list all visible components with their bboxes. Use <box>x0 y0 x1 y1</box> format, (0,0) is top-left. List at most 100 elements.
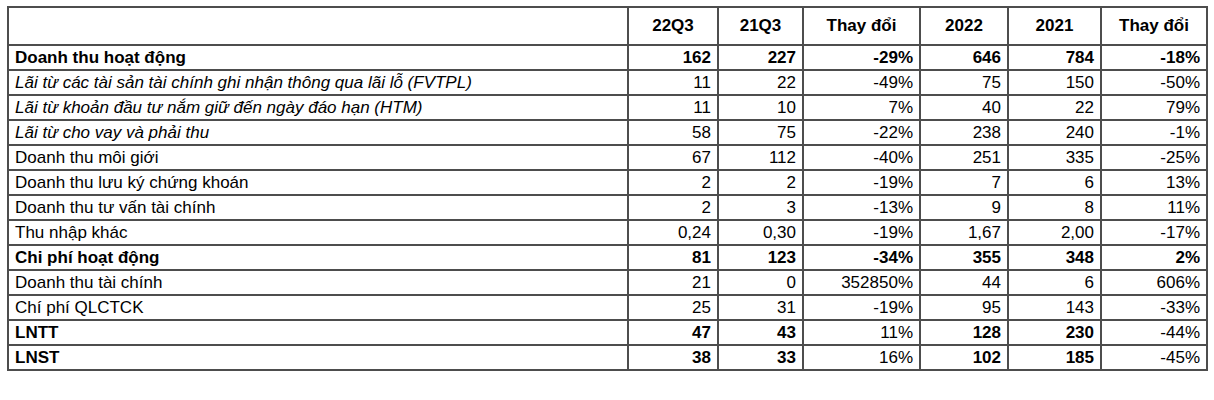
value-cell: 0 <box>718 270 803 295</box>
value-cell: 6 <box>1008 170 1101 195</box>
value-cell: 230 <box>1008 320 1101 345</box>
value-cell: 123 <box>718 245 803 270</box>
value-cell: 81 <box>628 245 718 270</box>
row-label: Doanh thu tư vấn tài chính <box>8 195 628 220</box>
value-cell: 11 <box>628 95 718 120</box>
value-cell: 128 <box>920 320 1008 345</box>
value-cell: -19% <box>803 170 920 195</box>
value-cell: 240 <box>1008 120 1101 145</box>
value-cell: -33% <box>1101 295 1207 320</box>
value-cell: 251 <box>920 145 1008 170</box>
value-cell: 9 <box>920 195 1008 220</box>
value-cell: -34% <box>803 245 920 270</box>
value-cell: 79% <box>1101 95 1207 120</box>
page: 22Q321Q3Thay đổi20222021Thay đổi Doanh t… <box>0 0 1214 400</box>
value-cell: 16% <box>803 345 920 370</box>
table-row: Lãi từ các tài sản tài chính ghi nhận th… <box>8 70 1207 95</box>
value-cell: 21 <box>628 270 718 295</box>
table-row: Chi phí hoạt động81123-34%3553482% <box>8 245 1207 270</box>
value-cell: 2 <box>628 170 718 195</box>
value-cell: 95 <box>920 295 1008 320</box>
value-cell: 102 <box>920 345 1008 370</box>
row-label: Doanh thu hoạt động <box>8 45 628 70</box>
value-cell: -49% <box>803 70 920 95</box>
value-cell: -45% <box>1101 345 1207 370</box>
value-cell: 348 <box>1008 245 1101 270</box>
value-cell: 646 <box>920 45 1008 70</box>
value-cell: -18% <box>1101 45 1207 70</box>
value-cell: 8 <box>1008 195 1101 220</box>
value-cell: 67 <box>628 145 718 170</box>
row-label: LNTT <box>8 320 628 345</box>
value-cell: 33 <box>718 345 803 370</box>
value-cell: -25% <box>1101 145 1207 170</box>
value-cell: -13% <box>803 195 920 220</box>
table-row: Doanh thu tài chính210352850%446606% <box>8 270 1207 295</box>
value-cell: 335 <box>1008 145 1101 170</box>
value-cell: 10 <box>718 95 803 120</box>
table-row: LNST383316%102185-45% <box>8 345 1207 370</box>
value-cell: 11 <box>628 70 718 95</box>
table-row: Doanh thu hoạt động162227-29%646784-18% <box>8 45 1207 70</box>
value-cell: 22 <box>1008 95 1101 120</box>
value-cell: 238 <box>920 120 1008 145</box>
value-cell: 2 <box>628 195 718 220</box>
value-cell: 143 <box>1008 295 1101 320</box>
value-cell: 40 <box>920 95 1008 120</box>
value-cell: 7 <box>920 170 1008 195</box>
table-row: LNTT474311%128230-44% <box>8 320 1207 345</box>
column-header: 2022 <box>920 7 1008 45</box>
financial-summary-table: 22Q321Q3Thay đổi20222021Thay đổi Doanh t… <box>7 6 1208 371</box>
value-cell: 3 <box>718 195 803 220</box>
value-cell: 11% <box>803 320 920 345</box>
value-cell: 47 <box>628 320 718 345</box>
column-header: 2021 <box>1008 7 1101 45</box>
value-cell: -17% <box>1101 220 1207 245</box>
table-row: Thu nhập khác0,240,30-19%1,672,00-17% <box>8 220 1207 245</box>
value-cell: -50% <box>1101 70 1207 95</box>
value-cell: -19% <box>803 295 920 320</box>
table-row: Doanh thu tư vấn tài chính23-13%9811% <box>8 195 1207 220</box>
value-cell: 784 <box>1008 45 1101 70</box>
row-label: Doanh thu môi giới <box>8 145 628 170</box>
row-label: Chí phí QLCTCK <box>8 295 628 320</box>
value-cell: 227 <box>718 45 803 70</box>
value-cell: 185 <box>1008 345 1101 370</box>
table-body: Doanh thu hoạt động162227-29%646784-18%L… <box>8 45 1207 370</box>
table-row: Lãi từ cho vay và phải thu5875-22%238240… <box>8 120 1207 145</box>
table-row: Doanh thu lưu ký chứng khoán22-19%7613% <box>8 170 1207 195</box>
value-cell: 44 <box>920 270 1008 295</box>
value-cell: -44% <box>1101 320 1207 345</box>
value-cell: 6 <box>1008 270 1101 295</box>
value-cell: -19% <box>803 220 920 245</box>
header-row: 22Q321Q3Thay đổi20222021Thay đổi <box>8 7 1207 45</box>
value-cell: 162 <box>628 45 718 70</box>
row-label: Chi phí hoạt động <box>8 245 628 270</box>
value-cell: -40% <box>803 145 920 170</box>
value-cell: 38 <box>628 345 718 370</box>
value-cell: 25 <box>628 295 718 320</box>
value-cell: 0,30 <box>718 220 803 245</box>
value-cell: 58 <box>628 120 718 145</box>
value-cell: 22 <box>718 70 803 95</box>
column-header: Thay đổi <box>1101 7 1207 45</box>
value-cell: 606% <box>1101 270 1207 295</box>
value-cell: 112 <box>718 145 803 170</box>
column-header: 22Q3 <box>628 7 718 45</box>
value-cell: 11% <box>1101 195 1207 220</box>
value-cell: 75 <box>920 70 1008 95</box>
value-cell: 13% <box>1101 170 1207 195</box>
row-label: Doanh thu lưu ký chứng khoán <box>8 170 628 195</box>
column-header: 21Q3 <box>718 7 803 45</box>
value-cell: -1% <box>1101 120 1207 145</box>
value-cell: -22% <box>803 120 920 145</box>
row-label: Lãi từ cho vay và phải thu <box>8 120 628 145</box>
table-row: Chí phí QLCTCK2531-19%95143-33% <box>8 295 1207 320</box>
row-label: Doanh thu tài chính <box>8 270 628 295</box>
table-row: Lãi từ khoản đầu tư nắm giữ đến ngày đáo… <box>8 95 1207 120</box>
value-cell: 150 <box>1008 70 1101 95</box>
value-cell: 352850% <box>803 270 920 295</box>
value-cell: 1,67 <box>920 220 1008 245</box>
value-cell: 2 <box>718 170 803 195</box>
value-cell: 2,00 <box>1008 220 1101 245</box>
